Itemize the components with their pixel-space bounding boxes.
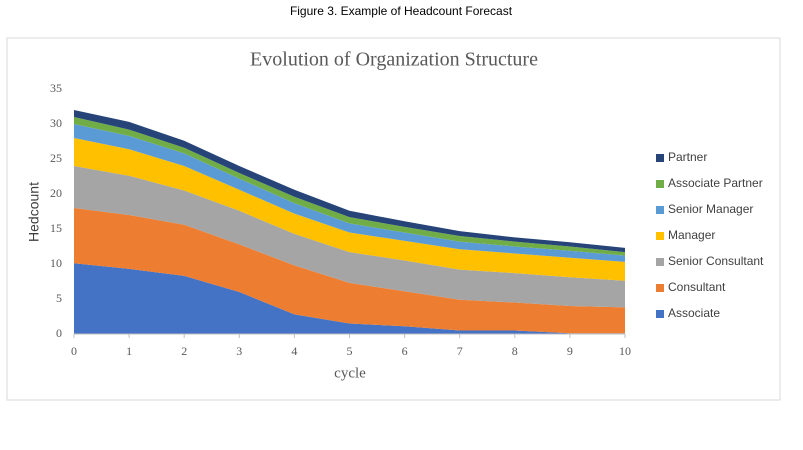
area: [74, 124, 625, 262]
x-tick-label: 1: [126, 344, 132, 358]
legend-swatch: [656, 154, 664, 162]
legend-swatch: [656, 180, 664, 188]
y-tick-label: 30: [50, 116, 62, 130]
legend-label: Senior Consultant: [668, 254, 764, 268]
y-tick-label: 10: [50, 256, 62, 270]
area: [74, 263, 625, 334]
x-tick-label: 10: [619, 344, 631, 358]
legend-swatch: [656, 206, 664, 214]
x-tick-label: 2: [181, 344, 187, 358]
y-tick-label: 15: [50, 221, 62, 235]
x-tick-label: 8: [512, 344, 518, 358]
area: [74, 166, 625, 308]
y-tick-label: 25: [50, 151, 62, 165]
x-tick-label: 4: [291, 344, 297, 358]
y-tick-label: 0: [56, 326, 62, 340]
legend-swatch: [656, 258, 664, 266]
y-axis-label: Hedcount: [26, 182, 42, 242]
y-tick-label: 5: [56, 291, 62, 305]
plot-area: [74, 110, 625, 334]
area: [74, 110, 625, 253]
legend-label: Associate: [668, 306, 720, 320]
legend-label: Partner: [668, 150, 707, 164]
x-tick-label: 7: [457, 344, 463, 358]
area: [74, 138, 625, 281]
chart-title: Evolution of Organization Structure: [250, 49, 538, 71]
x-tick-label: 3: [236, 344, 242, 358]
y-tick-label: 35: [50, 81, 62, 95]
legend-swatch: [656, 310, 664, 318]
y-tick-label: 20: [50, 186, 62, 200]
legend-swatch: [656, 284, 664, 292]
figure-caption: Figure 3. Example of Headcount Forecast: [290, 4, 513, 18]
legend-swatch: [656, 232, 664, 240]
legend-label: Associate Partner: [668, 176, 763, 190]
area: [74, 117, 625, 256]
x-tick-label: 0: [71, 344, 77, 358]
x-tick-label: 9: [567, 344, 573, 358]
legend-label: Manager: [668, 228, 715, 242]
x-tick-label: 6: [402, 344, 408, 358]
legend-label: Senior Manager: [668, 202, 753, 216]
area: [74, 208, 625, 334]
x-axis-label: cycle: [334, 365, 366, 381]
legend-label: Consultant: [668, 280, 726, 294]
x-tick-label: 5: [347, 344, 353, 358]
